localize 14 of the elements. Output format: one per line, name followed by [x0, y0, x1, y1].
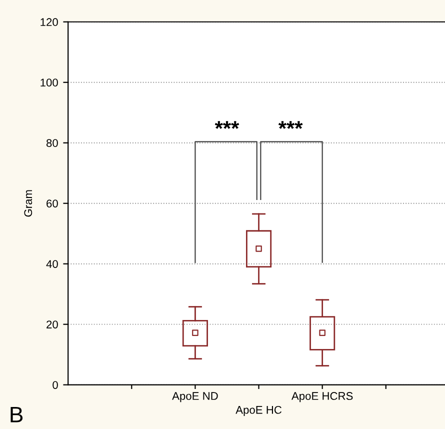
- x-tick-label: ApoE HCRS: [291, 392, 353, 402]
- y-tick-label: 60: [46, 200, 58, 208]
- annotation: ***: [214, 121, 240, 129]
- y-tick-label: 0: [52, 381, 58, 389]
- text: B: [10, 406, 23, 422]
- x-tick-label: ApoE HC: [236, 406, 282, 416]
- y-axis-title: Gram: [24, 190, 32, 217]
- y-tick-label: 120: [40, 18, 58, 26]
- y-tick-label: 100: [40, 78, 58, 87]
- x-tick-label: ApoE ND: [172, 392, 218, 402]
- y-tick-label: 20: [46, 320, 58, 328]
- y-tick-label: 80: [46, 139, 58, 147]
- annotation: ***: [278, 121, 303, 129]
- y-tick-label: 40: [46, 260, 58, 268]
